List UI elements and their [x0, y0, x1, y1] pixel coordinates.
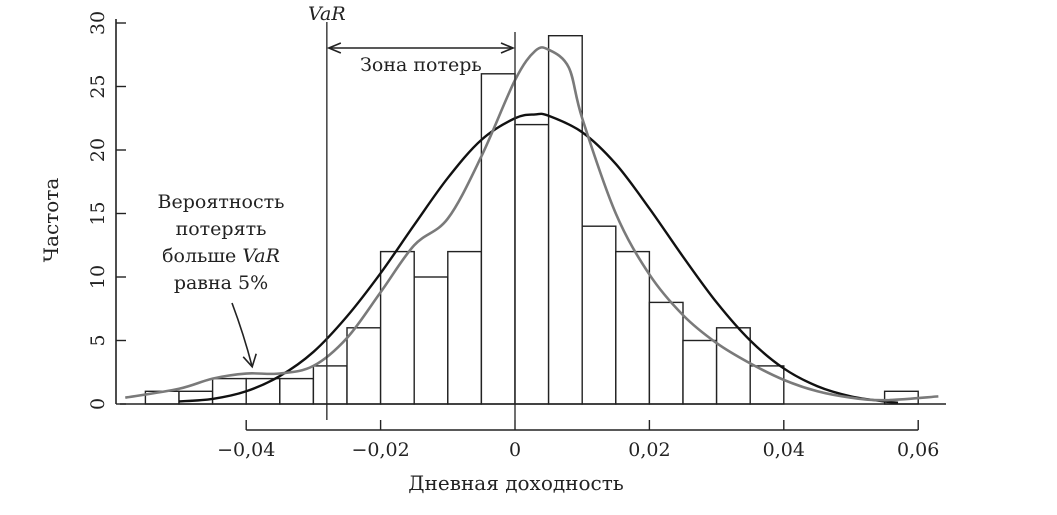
x-tick-label-4: 0,04: [763, 439, 805, 461]
normal-curve-line: [178, 112, 899, 404]
y-tick-label-1: 5: [87, 334, 109, 346]
histogram-bar-8: [413, 276, 449, 405]
histogram-bar-16: [682, 339, 718, 405]
histogram-bar-6: [346, 327, 382, 405]
probability-note-line-0: Вероятность: [158, 191, 285, 213]
y-tick-label-6: 30: [87, 11, 109, 35]
loss-zone-arrowhead-right: [500, 42, 516, 54]
histogram-bar-14: [615, 250, 651, 405]
x-tick-label-5: 0,06: [897, 439, 939, 461]
histogram-bar-11: [514, 123, 550, 405]
histogram-bar-15: [648, 301, 684, 405]
x-tick-label-3: 0,02: [628, 439, 670, 461]
probability-note-line-3: равна 5%: [174, 272, 268, 294]
y-tick-label-3: 15: [87, 201, 109, 225]
x-axis-title: Дневная доходность: [408, 471, 624, 495]
probability-note-line-2: больше VaR: [162, 245, 280, 267]
empirical-curve-line: [125, 46, 939, 402]
fitted-curves: [125, 46, 939, 404]
histogram-bar-2: [211, 377, 247, 405]
y-tick-label-5: 25: [87, 74, 109, 98]
loss-zone-arrowhead-left: [326, 42, 342, 54]
histogram-bar-9: [447, 250, 483, 405]
histogram-bar-10: [480, 73, 516, 405]
histogram-bar-7: [379, 250, 415, 405]
probability-note-line-1: потерять: [176, 218, 267, 240]
y-tick-label-2: 10: [87, 265, 109, 289]
y-tick-label-0: 0: [87, 398, 109, 410]
loss-zone-label: Зона потерь: [360, 54, 482, 76]
y-tick-label-4: 20: [87, 138, 109, 162]
histogram-bar-5: [312, 365, 348, 405]
probability-note: Вероятность потерять больше VaR равна 5%: [158, 191, 285, 294]
x-tick-label-1: −0,02: [351, 439, 409, 461]
probability-note-var: VaR: [242, 245, 280, 267]
histogram-bar-12: [547, 35, 583, 405]
axes: 0 5 10 15 20 25 30 −0,04 −0,02 0 0,02 0,04 0,06: [87, 11, 946, 461]
x-tick-label-0: −0,04: [217, 439, 275, 461]
y-axis-title: Частота: [39, 178, 63, 263]
histogram-bar-3: [245, 377, 281, 405]
probability-arrowhead: [242, 353, 257, 369]
histogram-bar-4: [279, 377, 315, 405]
probability-arrow: [231, 302, 253, 367]
var-label: VaR: [308, 3, 346, 25]
histogram-bars: [144, 35, 919, 405]
annotations: VaR Зона потерь Вероятность потерять больше …: [158, 3, 516, 369]
histogram-bar-17: [715, 327, 751, 405]
x-tick-label-2: 0: [509, 439, 521, 461]
histogram-bar-13: [581, 225, 617, 405]
reference-lines: [326, 22, 516, 420]
